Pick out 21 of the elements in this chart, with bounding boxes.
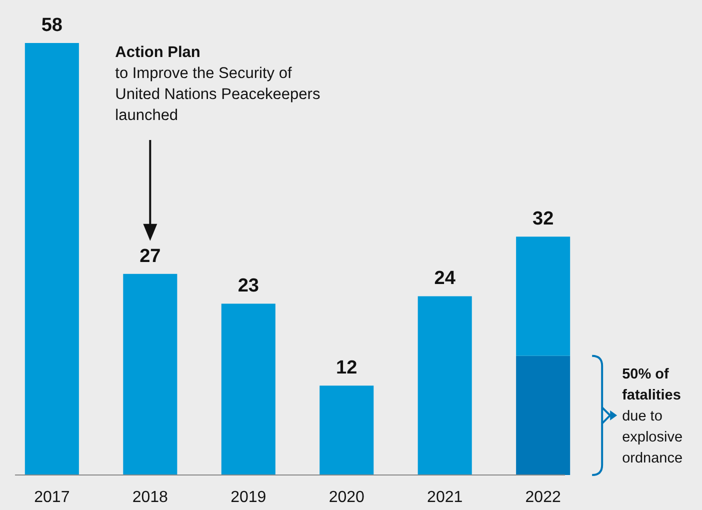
data-label: 58	[41, 15, 62, 36]
text: 50% of fatalities due to explosive ordnance	[622, 366, 683, 466]
bar	[320, 386, 374, 475]
data-label: 27	[140, 246, 161, 267]
bar	[123, 274, 178, 475]
x-tick-label: 2020	[328, 489, 365, 506]
total-label: 32	[532, 208, 554, 230]
data-label: 12	[336, 358, 358, 379]
bar	[221, 304, 276, 475]
x-tick-label: 2022	[525, 489, 561, 506]
x-tick-label: 2017	[34, 489, 70, 506]
x-tick-label: 2021	[427, 489, 463, 506]
x-tick-label: 2018	[132, 489, 168, 506]
bar	[516, 236, 570, 356]
annotation: Action Plan to Improve the Security of United Nations Peacekeepers launched	[115, 44, 320, 124]
data-label: 23	[238, 276, 259, 297]
x-tick-label: 2019	[230, 489, 266, 506]
bar	[418, 296, 472, 475]
bar	[24, 43, 79, 475]
bar	[516, 356, 570, 475]
data-label: 24	[434, 268, 456, 290]
